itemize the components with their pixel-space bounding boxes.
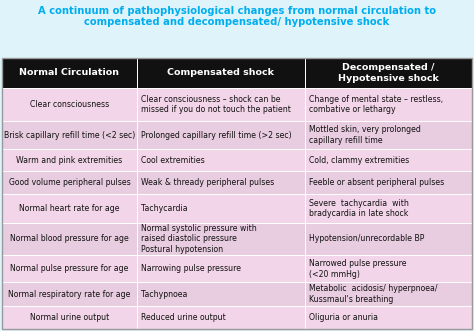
Bar: [2, 88, 137, 121]
Text: Brisk capillary refill time (<2 sec): Brisk capillary refill time (<2 sec): [4, 130, 135, 140]
Text: Tachypnoea: Tachypnoea: [141, 290, 187, 299]
Text: Normal systolic pressure with
raised diastolic pressure
Postural hypotension: Normal systolic pressure with raised dia…: [141, 224, 256, 254]
Bar: [2, 255, 137, 282]
Text: Good volume peripheral pulses: Good volume peripheral pulses: [9, 178, 130, 187]
Text: Narrowing pulse pressure: Narrowing pulse pressure: [141, 264, 241, 273]
Bar: [305, 58, 472, 88]
Bar: [2, 194, 137, 223]
Text: Change of mental state – restless,
combative or lethargy: Change of mental state – restless, comba…: [309, 95, 443, 115]
Bar: [305, 223, 472, 255]
Bar: [137, 171, 305, 194]
Text: Normal heart rate for age: Normal heart rate for age: [19, 204, 120, 213]
Bar: [305, 194, 472, 223]
Bar: [137, 306, 305, 329]
Bar: [305, 149, 472, 171]
Text: compensated and decompensated/ hypotensive shock: compensated and decompensated/ hypotensi…: [84, 17, 390, 27]
Text: Compensated shock: Compensated shock: [167, 68, 274, 77]
Text: Metabolic  acidosis/ hyperpnoea/
Kussmaul's breathing: Metabolic acidosis/ hyperpnoea/ Kussmaul…: [309, 284, 437, 304]
Bar: [305, 121, 472, 149]
Bar: [305, 88, 472, 121]
Bar: [305, 171, 472, 194]
Text: Normal pulse pressure for age: Normal pulse pressure for age: [10, 264, 128, 273]
Text: Normal urine output: Normal urine output: [30, 313, 109, 322]
Bar: [2, 223, 137, 255]
Text: Normal blood pressure for age: Normal blood pressure for age: [10, 234, 129, 243]
Text: Clear consciousness: Clear consciousness: [30, 100, 109, 109]
Bar: [137, 223, 305, 255]
Bar: [2, 149, 137, 171]
Text: Feeble or absent peripheral pulses: Feeble or absent peripheral pulses: [309, 178, 444, 187]
Text: A continuum of pathophysiological changes from normal circulation to: A continuum of pathophysiological change…: [38, 6, 436, 16]
Bar: [2, 58, 472, 329]
Bar: [305, 255, 472, 282]
Bar: [137, 88, 305, 121]
Bar: [2, 121, 137, 149]
Bar: [2, 282, 137, 306]
Text: Cool extremities: Cool extremities: [141, 156, 205, 165]
Bar: [137, 58, 305, 88]
Text: Cold, clammy extremities: Cold, clammy extremities: [309, 156, 409, 165]
Bar: [137, 255, 305, 282]
Text: Normal respiratory rate for age: Normal respiratory rate for age: [8, 290, 131, 299]
Text: Hypotension/unrecordable BP: Hypotension/unrecordable BP: [309, 234, 424, 243]
Bar: [305, 306, 472, 329]
Text: Oliguria or anuria: Oliguria or anuria: [309, 313, 378, 322]
Bar: [2, 171, 137, 194]
Text: Mottled skin, very prolonged
capillary refill time: Mottled skin, very prolonged capillary r…: [309, 125, 420, 145]
Text: Normal Circulation: Normal Circulation: [19, 68, 119, 77]
Text: Tachycardia: Tachycardia: [141, 204, 188, 213]
Text: Warm and pink extremities: Warm and pink extremities: [16, 156, 123, 165]
Text: Reduced urine output: Reduced urine output: [141, 313, 226, 322]
Bar: [137, 282, 305, 306]
Bar: [137, 194, 305, 223]
Bar: [2, 58, 137, 88]
Text: Narrowed pulse pressure
(<20 mmHg): Narrowed pulse pressure (<20 mmHg): [309, 259, 406, 279]
Bar: [2, 306, 137, 329]
Bar: [305, 282, 472, 306]
Text: Prolonged capillary refill time (>2 sec): Prolonged capillary refill time (>2 sec): [141, 130, 292, 140]
Text: Decompensated /
Hypotensive shock: Decompensated / Hypotensive shock: [338, 63, 439, 83]
Bar: [137, 121, 305, 149]
Text: Clear consciousness – shock can be
missed if you do not touch the patient: Clear consciousness – shock can be misse…: [141, 95, 291, 115]
Text: Severe  tachycardia  with
bradycardia in late shock: Severe tachycardia with bradycardia in l…: [309, 199, 409, 218]
Text: Weak & thready peripheral pulses: Weak & thready peripheral pulses: [141, 178, 274, 187]
Bar: [137, 149, 305, 171]
